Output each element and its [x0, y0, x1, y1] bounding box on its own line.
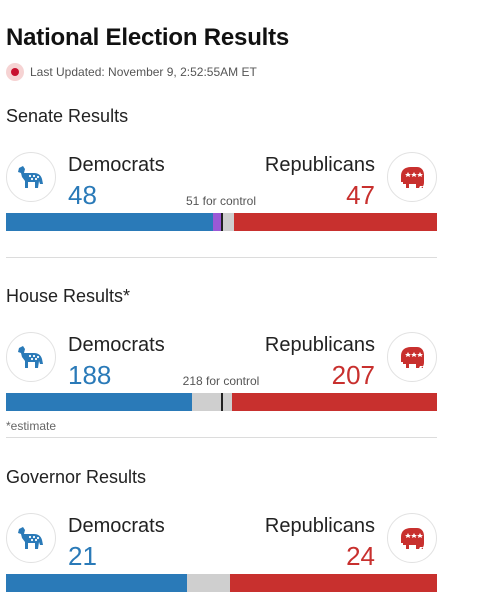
senate-title: Senate Results [6, 106, 129, 126]
divider [6, 257, 437, 258]
governor-section: Governor Results Democrats 21 Republican… [6, 467, 437, 597]
elephant-icon [387, 513, 437, 563]
house-title: House Results* [6, 286, 131, 306]
elephant-icon [387, 332, 437, 382]
house-bar-dem [6, 393, 193, 411]
house-dem-seats: 188 [68, 360, 112, 390]
senate-section: Senate Results Democrats 48 Republicans … [6, 106, 437, 234]
donkey-icon [6, 152, 56, 202]
governor-title: Governor Results [6, 467, 147, 487]
donkey-icon [6, 332, 56, 382]
house-dem-label: Democrats [68, 334, 165, 356]
senate-control-marker [220, 213, 223, 231]
senate-bar-dem [6, 213, 213, 231]
house-footnote: *estimate [6, 419, 57, 433]
governor-dem-label: Democrats [68, 515, 165, 537]
governor-rep-label: Republicans [264, 515, 375, 537]
divider [6, 437, 437, 438]
senate-dem-seats: 48 [68, 180, 97, 210]
elephant-icon [387, 152, 437, 202]
house-bar-rep [231, 393, 437, 411]
senate-rep-seats: 47 [346, 180, 375, 210]
governor-bar-rep [230, 574, 437, 592]
senate-rep-label: Republicans [264, 154, 375, 176]
senate-dem-label: Democrats [68, 154, 165, 176]
governor-bar [6, 574, 437, 592]
governor-dem-seats: 21 [68, 541, 97, 571]
governor-bar-dem [6, 574, 188, 592]
house-rep-label: Republicans [264, 334, 375, 356]
page-title: National Election Results [6, 24, 290, 51]
last-updated: Last Updated: November 9, 2:52:55AM ET [6, 62, 257, 82]
senate-bar-ind [212, 213, 222, 231]
house-bar [6, 393, 437, 411]
senate-control-label: 51 for control [185, 194, 257, 208]
last-updated-text: Last Updated: November 9, 2:52:55AM ET [30, 65, 257, 79]
live-dot-icon [6, 63, 24, 81]
house-section: House Results* Democrats 188 Republicans… [6, 286, 437, 436]
governor-rep-seats: 24 [346, 541, 375, 571]
house-control-label: 218 for control [182, 374, 260, 388]
senate-bar-rep [234, 213, 437, 231]
house-rep-seats: 207 [331, 360, 375, 390]
senate-bar [6, 213, 437, 231]
donkey-icon [6, 513, 56, 563]
house-control-marker [220, 393, 223, 411]
